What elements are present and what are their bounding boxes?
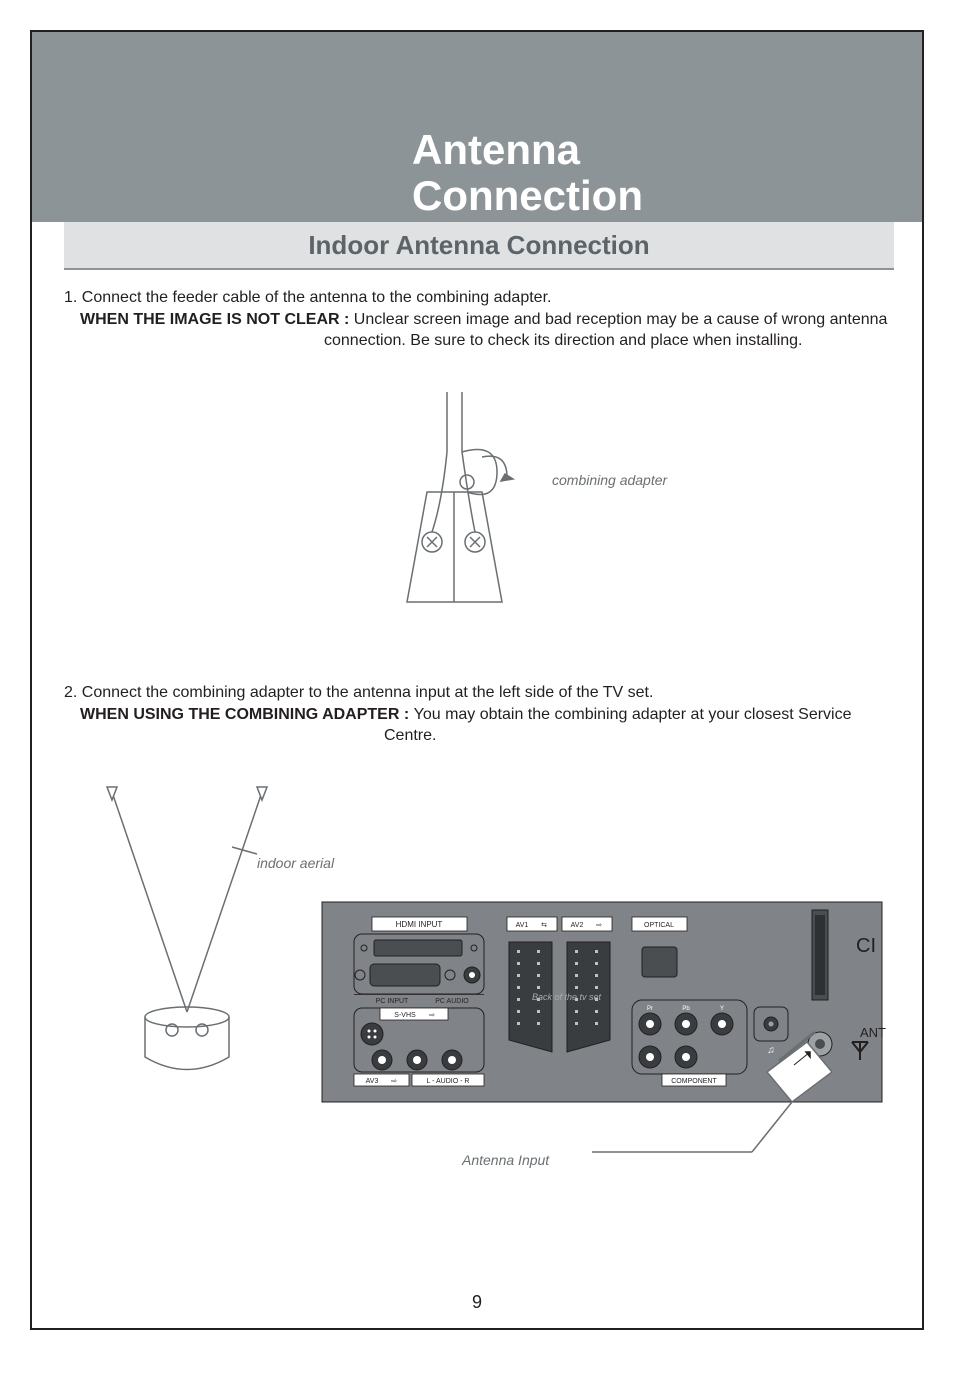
subheading-text: Indoor Antenna Connection (308, 230, 649, 261)
step2-rest: You may obtain the combining adapter at … (384, 706, 852, 745)
step1-lead: 1. Connect the feeder cable of the anten… (64, 287, 894, 309)
av3-label: AV3 (366, 1078, 379, 1085)
svg-text:♫: ♫ (767, 1045, 775, 1056)
step1-bold: WHEN THE IMAGE IS NOT CLEAR : (80, 311, 354, 328)
tv-back-panel-figure: HDMI INPUT PC INPUT PC AUDIO (92, 782, 892, 1182)
ant-label: ANT (860, 1025, 886, 1040)
page-frame: Antenna Connection Indoor Antenna Connec… (30, 30, 924, 1330)
pc-input-label: PC INPUT (376, 998, 409, 1005)
y-label: Y (720, 1006, 724, 1012)
hdmi-label: HDMI INPUT (396, 920, 443, 929)
step2: 2. Connect the combining adapter to the … (64, 682, 894, 747)
step1: 1. Connect the feeder cable of the anten… (64, 287, 894, 352)
step1-detail: WHEN THE IMAGE IS NOT CLEAR : Unclear sc… (64, 309, 894, 352)
ci-label: CI (856, 935, 876, 957)
subheading-bar: Indoor Antenna Connection (64, 222, 894, 270)
pb-label: Pb (682, 1006, 690, 1012)
svhs-label: S-VHS (394, 1012, 416, 1019)
antenna-input-label: Antenna Input (462, 1152, 549, 1168)
audio-lr-label: L - AUDIO - R (427, 1078, 470, 1085)
step2-detail: WHEN USING THE COMBINING ADAPTER : You m… (64, 704, 894, 747)
av1-label: AV1 (516, 922, 529, 929)
step1-rest: Unclear screen image and bad reception m… (324, 311, 887, 350)
page-title: Antenna Connection (412, 127, 792, 219)
page-number: 9 (32, 1292, 922, 1313)
step2-lead: 2. Connect the combining adapter to the … (64, 682, 894, 704)
combining-adapter-label: combining adapter (552, 472, 667, 488)
svg-text:⇆: ⇆ (541, 922, 547, 929)
pc-audio-label: PC AUDIO (435, 998, 469, 1005)
svg-text:⇨: ⇨ (429, 1012, 435, 1019)
back-of-tv-label: Back of the tv set (532, 992, 602, 1002)
indoor-aerial-icon (107, 787, 267, 1070)
title-line1: Antenna (412, 127, 792, 173)
combining-adapter-figure (387, 382, 557, 612)
title-line2: Connection (412, 173, 792, 219)
pr-label: Pr (647, 1006, 653, 1012)
optical-label: OPTICAL (644, 922, 674, 929)
svg-text:⇨: ⇨ (391, 1078, 397, 1085)
svg-text:⇨: ⇨ (596, 922, 602, 929)
component-label: COMPONENT (671, 1078, 717, 1085)
step2-bold: WHEN USING THE COMBINING ADAPTER : (80, 706, 414, 723)
av2-label: AV2 (571, 922, 584, 929)
indoor-aerial-label: indoor aerial (257, 855, 334, 871)
